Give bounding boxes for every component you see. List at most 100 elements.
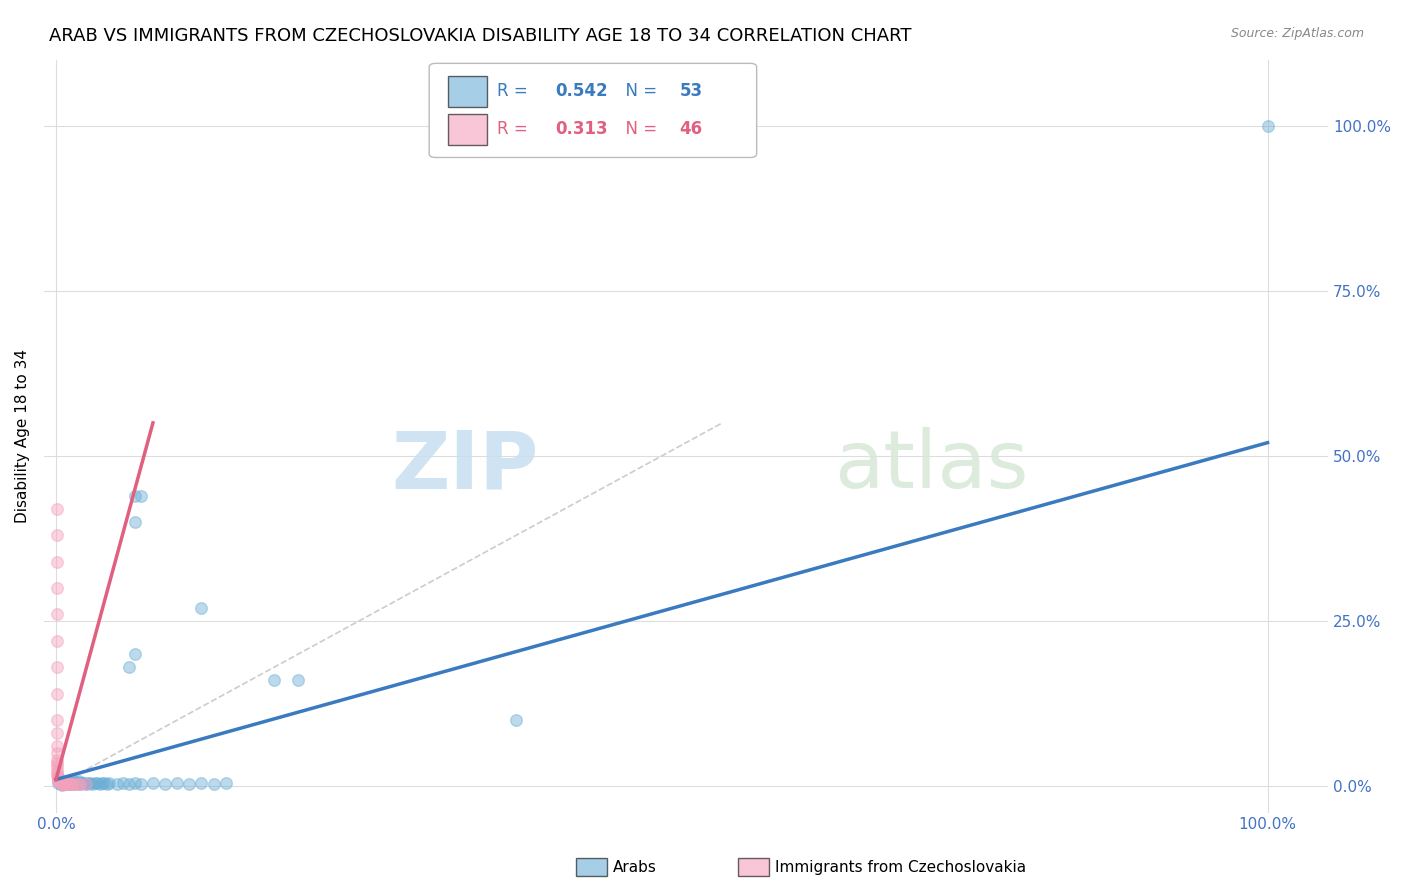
Point (48, 773, 70, 788)
Point (124, 489, 146, 503)
Point (142, 776, 165, 790)
Point (51, 776, 73, 790)
Point (72, 776, 94, 790)
Point (52, 777, 75, 791)
Point (46, 756, 69, 770)
Point (75, 777, 97, 791)
Point (129, 489, 152, 503)
Point (56, 777, 79, 791)
Point (46, 763, 69, 777)
Point (66, 776, 89, 790)
Point (75, 777, 97, 791)
Point (46, 759, 69, 773)
Point (56, 777, 79, 791)
Point (82, 777, 104, 791)
Point (52, 776, 75, 790)
Text: Immigrants from Czechoslovakia: Immigrants from Czechoslovakia (775, 860, 1026, 874)
Point (46, 726, 69, 740)
Point (48, 772, 70, 787)
Point (69, 777, 91, 791)
Point (98, 776, 121, 790)
Y-axis label: Disability Age 18 to 34: Disability Age 18 to 34 (15, 349, 30, 523)
Point (46, 528, 69, 542)
Point (48, 769, 70, 783)
Point (124, 515, 146, 529)
FancyBboxPatch shape (429, 63, 756, 158)
Point (60, 777, 83, 791)
Point (51, 778, 73, 792)
Point (46, 607, 69, 622)
Point (91, 776, 114, 790)
Point (118, 777, 141, 791)
Point (49, 776, 72, 790)
Point (56, 774, 79, 789)
Point (86, 776, 108, 790)
Point (105, 777, 128, 791)
Point (46, 501, 69, 516)
Text: R =: R = (498, 82, 538, 101)
Point (179, 777, 201, 791)
Point (166, 776, 188, 790)
Point (60, 776, 83, 790)
Point (48, 771, 70, 785)
Point (46, 753, 69, 767)
Point (48, 773, 70, 788)
Point (46, 687, 69, 701)
Point (63, 776, 86, 790)
Point (65, 777, 87, 791)
Point (190, 776, 212, 790)
Point (214, 776, 236, 790)
FancyBboxPatch shape (449, 114, 486, 145)
Point (48, 774, 70, 789)
Text: R =: R = (498, 120, 538, 138)
Point (46, 555, 69, 569)
Point (1257, 119, 1279, 133)
Point (111, 776, 134, 790)
Point (63, 777, 86, 791)
Point (79, 776, 101, 790)
Point (46, 765, 69, 780)
Point (287, 673, 309, 688)
Text: 0.542: 0.542 (555, 82, 607, 101)
Point (48, 773, 70, 788)
Point (76, 776, 98, 790)
Point (59, 777, 82, 791)
Point (49, 776, 72, 790)
Point (124, 776, 146, 790)
Point (48, 776, 70, 790)
Point (48, 773, 70, 788)
Point (49, 777, 72, 791)
Point (202, 777, 225, 791)
Point (89, 777, 111, 791)
Point (118, 660, 141, 674)
Point (65, 775, 87, 789)
Point (129, 777, 152, 791)
Point (52, 777, 75, 791)
FancyBboxPatch shape (449, 76, 486, 106)
Point (49, 775, 72, 789)
Point (46, 746, 69, 760)
Point (55, 777, 77, 791)
Text: atlas: atlas (834, 427, 1028, 505)
Point (96, 777, 118, 791)
Point (263, 673, 285, 688)
Point (46, 633, 69, 648)
Point (69, 777, 91, 791)
Text: N =: N = (616, 120, 662, 138)
Text: 46: 46 (679, 120, 703, 138)
Point (505, 713, 527, 727)
Point (56, 776, 79, 790)
Point (48, 775, 70, 789)
Text: ARAB VS IMMIGRANTS FROM CZECHOSLOVAKIA DISABILITY AGE 18 TO 34 CORRELATION CHART: ARAB VS IMMIGRANTS FROM CZECHOSLOVAKIA D… (49, 27, 911, 45)
Point (59, 777, 82, 791)
Point (58, 775, 80, 789)
Text: 53: 53 (679, 82, 703, 101)
Point (66, 777, 89, 791)
Text: 0.313: 0.313 (555, 120, 607, 138)
Point (73, 776, 96, 790)
Point (46, 739, 69, 754)
Point (70, 776, 93, 790)
Point (53, 777, 76, 791)
Point (124, 647, 146, 661)
Point (46, 713, 69, 727)
